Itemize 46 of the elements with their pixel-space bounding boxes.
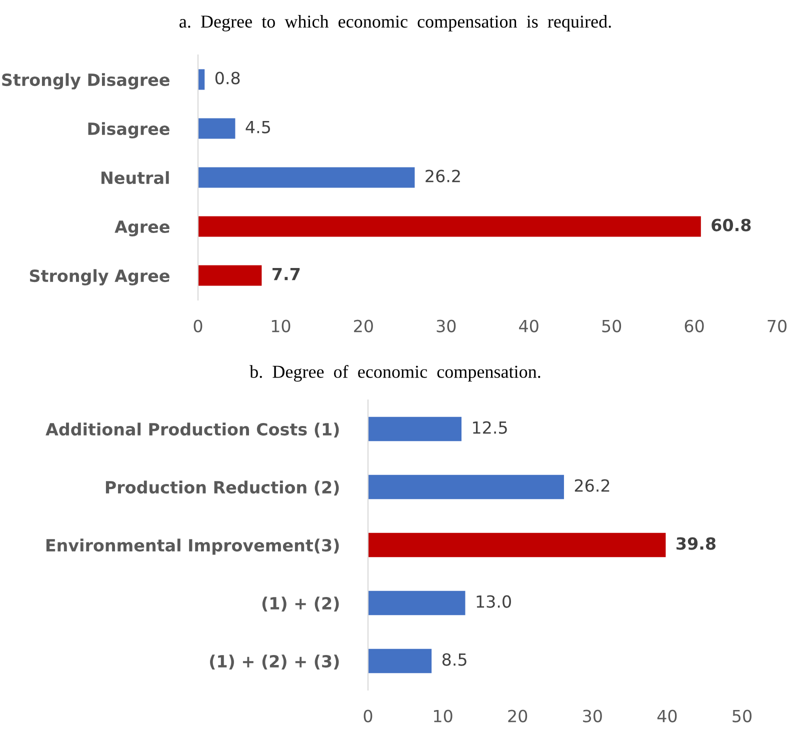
- data-label: 8.5: [442, 653, 466, 666]
- x-tick-label: 30: [436, 320, 456, 332]
- data-label: 39.8: [676, 537, 716, 550]
- y-tick-label: Neutral: [101, 171, 169, 184]
- y-tick-label: Agree: [114, 220, 170, 236]
- bar: [198, 167, 415, 188]
- y-tick-label: Production Reduction (2): [106, 480, 339, 496]
- x-tick-label: 20: [508, 710, 528, 722]
- data-label: 26.2: [426, 170, 460, 182]
- bar: [198, 69, 205, 90]
- x-tick-label: 20: [354, 320, 373, 332]
- data-label: 4.5: [246, 120, 270, 134]
- x-tick-label: 60: [684, 320, 704, 332]
- data-label: 12.5: [473, 421, 507, 434]
- y-tick-label: Strongly Disagree: [2, 73, 170, 90]
- chart-title: b. Degree of economic compensation.: [250, 365, 540, 382]
- bar: [198, 265, 262, 286]
- data-label: 7.7: [272, 268, 300, 280]
- bar: [368, 648, 432, 674]
- x-tick-label: 0: [364, 710, 372, 722]
- data-label: 13.0: [476, 595, 511, 608]
- bar: [368, 416, 462, 442]
- x-tick-label: 50: [732, 710, 752, 722]
- bar: [198, 216, 701, 237]
- y-tick-label: Additional Production Costs (1): [46, 422, 339, 438]
- x-tick-label: 40: [657, 710, 677, 722]
- x-tick-label: 40: [519, 320, 538, 332]
- chart-title: a. Degree to which economic compensation is required.: [180, 15, 611, 32]
- bar: [368, 590, 466, 616]
- bar: [368, 474, 564, 500]
- x-tick-label: 50: [602, 320, 622, 332]
- x-tick-label: 70: [768, 320, 786, 332]
- x-tick-label: 30: [583, 710, 602, 722]
- x-tick-label: 0: [194, 320, 202, 332]
- bar: [198, 118, 236, 139]
- data-label: 0.8: [215, 72, 240, 84]
- x-tick-label: 10: [272, 320, 290, 332]
- bar: [368, 532, 666, 558]
- x-tick-label: 10: [434, 710, 452, 722]
- y-tick-label: (1) + (2): [262, 596, 339, 612]
- y-tick-label: Disagree: [88, 122, 170, 138]
- data-label: 26.2: [574, 479, 610, 492]
- y-tick-label: (1) + (2) + (3): [210, 654, 339, 670]
- y-tick-label: Strongly Agree: [30, 269, 170, 286]
- y-tick-label: Environmental Improvement(3): [46, 538, 339, 555]
- data-label: 60.8: [712, 218, 751, 232]
